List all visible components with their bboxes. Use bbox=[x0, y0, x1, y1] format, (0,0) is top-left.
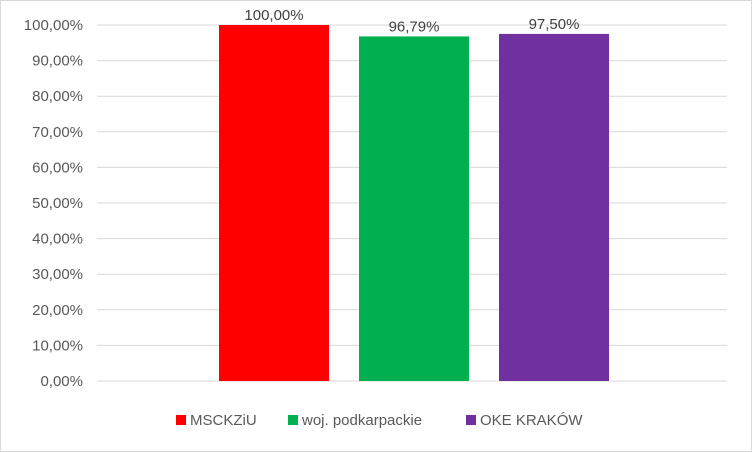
y-tick-label: 20,00% bbox=[32, 302, 83, 319]
bars bbox=[219, 25, 609, 382]
data-label: 96,79% bbox=[389, 18, 440, 35]
bar-oke-krak-w bbox=[499, 33, 609, 382]
y-tick-label: 50,00% bbox=[32, 195, 83, 212]
legend-swatch bbox=[176, 415, 186, 425]
legend-label: OKE KRAKÓW bbox=[480, 412, 583, 429]
legend-swatch bbox=[288, 415, 298, 425]
data-labels: 100,00% 96,79% 97,50% bbox=[244, 7, 579, 35]
y-tick-label: 90,00% bbox=[32, 53, 83, 70]
y-tick-label: 30,00% bbox=[32, 266, 83, 283]
bar-msckziu bbox=[219, 25, 329, 381]
y-tick-label: 0,00% bbox=[40, 373, 83, 390]
y-tick-label: 40,00% bbox=[32, 231, 83, 248]
y-tick-label: 60,00% bbox=[32, 159, 83, 176]
y-tick-label: 10,00% bbox=[32, 337, 83, 354]
legend-swatch bbox=[466, 415, 476, 425]
y-tick-label: 80,00% bbox=[32, 88, 83, 105]
legend: MSCKZiU woj. podkarpackie OKE KRAKÓW bbox=[176, 412, 583, 429]
y-axis-tick-labels: 0,00% 10,00% 20,00% 30,00% 40,00% 50,00% 60,00… bbox=[24, 17, 83, 390]
data-label: 100,00% bbox=[244, 7, 303, 24]
legend-label: MSCKZiU bbox=[190, 412, 257, 429]
y-tick-label: 70,00% bbox=[32, 124, 83, 141]
legend-label: woj. podkarpackie bbox=[301, 412, 422, 429]
data-label: 97,50% bbox=[529, 16, 580, 33]
bar-woj-podkarpackie bbox=[359, 36, 469, 381]
y-tick-label: 100,00% bbox=[24, 17, 83, 34]
